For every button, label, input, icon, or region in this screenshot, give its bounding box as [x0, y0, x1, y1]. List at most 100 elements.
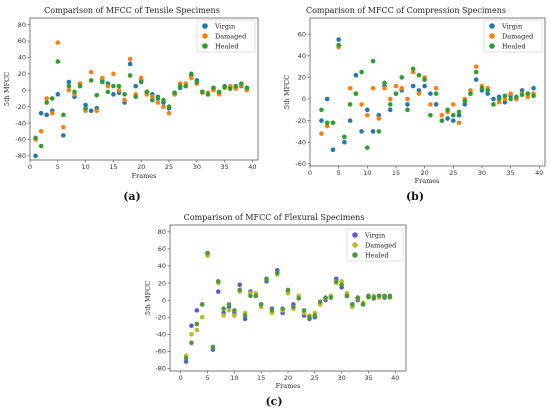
x-tick-label: 5 — [56, 163, 60, 171]
point-compression-damaged — [359, 102, 364, 107]
x-tick-label: 30 — [337, 374, 345, 382]
x-tick-label: 30 — [478, 169, 486, 177]
point-tensile-healed — [72, 89, 77, 95]
point-tensile-virgin — [133, 83, 138, 89]
point-compression-virgin — [365, 107, 370, 113]
point-flexural-healed — [339, 282, 344, 288]
y-tick-label: 80 — [158, 228, 166, 236]
point-tensile-healed — [77, 83, 83, 89]
point-compression-damaged — [433, 85, 439, 91]
point-flexural-healed — [382, 293, 387, 299]
point-flexural-virgin — [215, 289, 221, 294]
point-tensile-healed — [111, 83, 116, 89]
point-tensile-virgin — [88, 108, 94, 114]
legend-compression: Virgin Damaged Healed — [483, 19, 543, 53]
legend-label-healed: Healed — [215, 42, 238, 50]
point-flexural-damaged — [194, 327, 200, 333]
plot-frame-compression — [309, 17, 546, 167]
point-tensile-healed — [66, 83, 72, 89]
point-compression-damaged — [393, 83, 399, 89]
point-flexural-healed — [355, 295, 361, 300]
y-tick-label: 20 — [18, 70, 26, 78]
x-tick-label: 20 — [137, 163, 145, 171]
point-compression-healed — [347, 102, 353, 107]
point-tensile-healed — [105, 89, 111, 95]
x-tick-label: 25 — [449, 169, 457, 177]
point-flexural-healed — [226, 302, 232, 307]
x-tick-label: 20 — [420, 169, 428, 177]
legend-label-virgin: Virgin — [214, 22, 235, 30]
y-tick-label: 40 — [18, 54, 26, 62]
chart-flexural: Comparison of MFCC of Flexural Specimens… — [144, 213, 407, 408]
point-flexural-healed — [232, 308, 237, 313]
point-tensile-healed — [122, 92, 127, 97]
point-flexural-healed — [194, 321, 200, 327]
point-flexural-damaged — [232, 313, 237, 318]
legend-marker-damaged — [352, 242, 358, 248]
y-tick-label: 60 — [298, 30, 306, 38]
point-compression-damaged — [399, 85, 405, 91]
point-flexural-damaged — [226, 308, 232, 313]
x-tick-label: 15 — [392, 169, 400, 177]
point-flexural-healed — [350, 302, 355, 307]
point-flexural-healed — [199, 302, 205, 307]
legend-marker-damaged — [489, 33, 495, 39]
point-compression-healed — [433, 91, 439, 96]
y-tick-label: -60 — [295, 160, 306, 168]
point-flexural-virgin — [237, 282, 243, 288]
x-tick-label: 0 — [179, 374, 183, 382]
chart-title-tensile: Comparison of MFCC of Tensile Specimens — [44, 6, 220, 15]
x-tick-label: 25 — [165, 163, 173, 171]
point-compression-virgin — [502, 99, 508, 105]
point-flexural-healed — [328, 295, 334, 300]
point-compression-damaged — [387, 96, 393, 102]
point-compression-virgin — [342, 139, 347, 145]
point-compression-healed — [370, 58, 376, 64]
point-flexural-damaged — [339, 279, 344, 284]
point-flexural-healed — [221, 306, 226, 311]
y-tick-label: 60 — [18, 37, 26, 45]
point-tensile-healed — [172, 90, 177, 95]
point-compression-healed — [422, 77, 427, 82]
point-flexural-healed — [291, 304, 296, 310]
point-flexural-healed — [366, 294, 371, 300]
point-tensile-damaged — [111, 71, 116, 77]
point-tensile-damaged — [166, 110, 172, 116]
chart-compression: Comparison of MFCC of Compression Specim… — [283, 6, 546, 203]
point-flexural-virgin — [183, 359, 189, 364]
point-compression-virgin — [428, 91, 433, 96]
point-flexural-healed — [264, 276, 269, 282]
point-compression-healed — [365, 145, 370, 150]
point-tensile-healed — [200, 89, 205, 95]
point-tensile-healed — [127, 73, 133, 78]
point-flexural-healed — [360, 302, 366, 307]
point-tensile-damaged — [155, 100, 161, 105]
point-compression-healed — [519, 92, 525, 98]
point-tensile-virgin — [33, 153, 38, 159]
point-compression-healed — [439, 118, 445, 123]
point-tensile-damaged — [105, 83, 111, 89]
point-flexural-healed — [274, 270, 280, 276]
point-flexural-virgin — [242, 316, 248, 322]
point-flexural-damaged — [285, 291, 291, 296]
x-tick-label: 40 — [391, 374, 399, 382]
x-tick-label: 35 — [364, 374, 372, 382]
point-tensile-damaged — [44, 96, 49, 101]
point-compression-healed — [393, 91, 399, 96]
point-compression-virgin — [319, 118, 324, 123]
point-tensile-virgin — [44, 112, 49, 118]
point-flexural-healed — [237, 287, 243, 293]
point-tensile-damaged — [88, 69, 94, 75]
point-tensile-virgin — [127, 61, 133, 67]
point-flexural-healed — [210, 344, 216, 350]
point-tensile-virgin — [38, 110, 44, 116]
point-tensile-healed — [83, 105, 88, 111]
legend-label-damaged: Damaged — [502, 32, 533, 40]
x-tick-label: 5 — [337, 169, 341, 177]
legend-label-healed: Healed — [502, 42, 525, 50]
point-compression-virgin — [370, 129, 376, 134]
point-flexural-healed — [387, 294, 393, 300]
point-tensile-healed — [166, 104, 172, 109]
x-tick-label: 35 — [506, 169, 514, 177]
